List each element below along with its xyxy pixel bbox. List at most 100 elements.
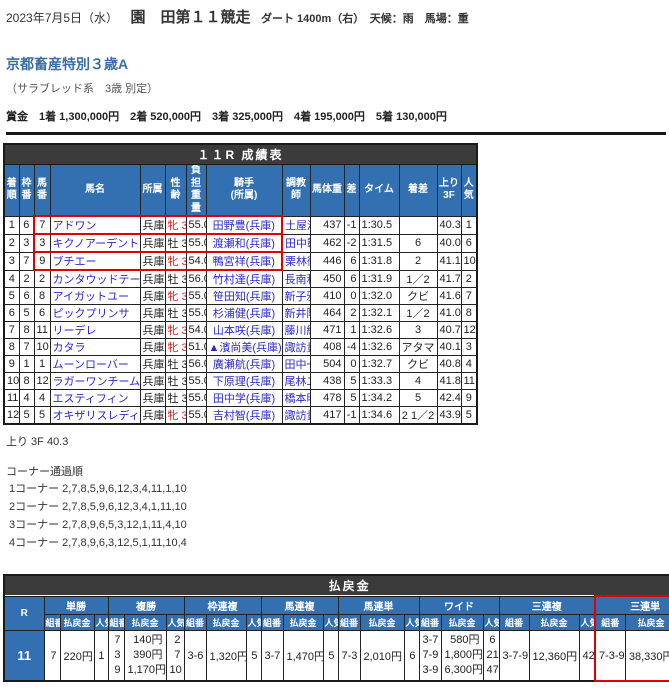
jockey-link[interactable]: 渡瀬和(兵庫) [205,233,283,253]
subcol-popularity: 人気 [482,614,500,632]
horse-weight: 408 [309,338,345,356]
horse-no: 11 [33,321,51,339]
jockey-link[interactable]: 杉浦健(兵庫) [205,304,283,322]
subcol-popularity: 人気 [322,614,339,632]
finish-pos: 9 [3,355,20,373]
horse-name-link[interactable]: エスティフィン [49,389,141,407]
trainer-link[interactable]: 新井隆 [281,304,311,322]
horse-name-link[interactable]: キクノアーデント [49,233,141,253]
last-3f: 43.9 [436,406,462,425]
bracket-quinella-combo: 3-6 [183,630,207,682]
quinella-combo: 3-7 [260,630,284,682]
result-row: 422カンタウッドテール兵庫牡 356.0竹村達(兵庫)長南和45061:31.… [3,269,478,288]
trainer-link[interactable]: 田中一 [281,355,311,373]
jockey-link[interactable]: 田中学(兵庫) [205,389,283,407]
finish-pos: 10 [3,372,20,390]
horse-no: 5 [33,406,51,425]
affiliation: 兵庫 [139,355,166,373]
horse-weight: 438 [309,372,345,390]
popularity: 3 [460,338,478,356]
subcol-popularity: 人気 [403,614,420,632]
result-row: 1255オキザリスレディー兵庫牝 355.0吉村智(兵庫)諏訪貴417-11:3… [3,406,478,425]
exacta-payout: 2,010円 [359,630,405,682]
wide-popularity: 6 21 47 [482,630,500,682]
jockey-link[interactable]: 山本咲(兵庫) [205,321,283,339]
trainer-link[interactable]: 諏訪貴 [281,406,311,425]
horse-weight: 471 [309,321,345,339]
weight-diff: -1 [343,406,360,425]
margin: 1／2 [398,269,438,288]
results-title-bar: １１R 成績表 [3,143,478,165]
horse-name-link[interactable]: リーデレ [49,321,141,339]
horse-name-link[interactable]: アドワン [49,215,141,235]
trainer-link[interactable]: 長南和 [281,269,311,288]
race-class: （サラブレッド系 3歳 別定） [6,83,159,95]
last-3f: 40.3 [436,215,462,235]
jockey-link[interactable]: 吉村智(兵庫) [205,406,283,425]
jockey-link[interactable]: 鴨宮祥(兵庫) [205,251,283,271]
horse-name-link[interactable]: ピックプリンサ [49,304,141,322]
quinella-popularity: 5 [322,630,339,682]
jockey-link[interactable]: 笹田知(兵庫) [205,287,283,305]
finish-pos: 12 [3,406,20,425]
place-payout: 140円 390円 1,170円 [123,630,167,682]
frame-no: 8 [18,321,35,339]
horse-no: 2 [33,269,51,288]
subcol-combo: 組番 [183,614,207,632]
trainer-link[interactable]: 新子雅 [281,287,311,305]
subcol-payout: 払戻金 [624,614,669,632]
horse-name-link[interactable]: カタラ [49,338,141,356]
frame-no: 1 [18,355,35,373]
win-payout: 220円 [59,630,95,682]
horse-weight: 437 [309,215,345,235]
trainer-link[interactable]: 藤川純 [281,321,311,339]
group-exacta: 馬連単 [337,595,420,616]
weight-carried: 56.0 [185,269,207,288]
jockey-link[interactable]: 竹村達(兵庫) [205,269,283,288]
col-horse-weight: 馬体重 [309,164,345,217]
trainer-link[interactable]: 尾林二 [281,372,311,390]
time: 1:33.3 [358,372,400,390]
affiliation: 兵庫 [139,251,166,271]
trainer-link[interactable]: 田中範 [281,233,311,253]
horse-name-link[interactable]: ムーンローバー [49,355,141,373]
jockey-link[interactable]: 廣瀬航(兵庫) [205,355,283,373]
margin: 6 [398,233,438,253]
affiliation: 兵庫 [139,338,166,356]
winning-last-3f-note: 上り 3F 40.3 [6,436,69,448]
corner-order-title: コーナー通過順 [6,466,83,478]
trainer-link[interactable]: 栗林徹 [281,251,311,271]
horse-name-link[interactable]: オキザリスレディー [49,406,141,425]
trainer-link[interactable]: 橋本明 [281,389,311,407]
weight-carried: 55.0 [185,304,207,322]
margin [398,215,438,235]
exacta-popularity: 6 [403,630,420,682]
jockey-link[interactable]: ▲濱尚美(兵庫) [205,338,283,356]
margin: 2 1／2 [398,406,438,425]
trainer-link[interactable]: 土屋洋 [281,215,311,235]
jockey-link[interactable]: 下原理(兵庫) [205,372,283,390]
margin: 2 [398,251,438,271]
last-3f: 41.8 [436,372,462,390]
horse-name-link[interactable]: アイガットユー [49,287,141,305]
weight-carried: 55.0 [185,215,207,235]
col-sex-age: 性齢 [164,164,187,217]
trio-combo: 3-7-9 [498,630,530,682]
last-3f: 41.6 [436,287,462,305]
last-3f: 41.1 [436,251,462,271]
finish-pos: 8 [3,338,20,356]
horse-name-link[interactable]: ラガーワンチーム [49,372,141,390]
jockey-link[interactable]: 田野豊(兵庫) [205,215,283,235]
race-header: 2023年7月5日（水） 園 田第１１競走 ダート 1400m（右） 天候：雨 … [6,6,666,27]
horse-name-link[interactable]: カンタウッドテール [49,269,141,288]
quinella-payout: 1,470円 [282,630,324,682]
sex-age: 牝 3 [164,251,187,271]
popularity: 12 [460,321,478,339]
sex-age: 牡 3 [164,355,187,373]
weight-carried: 55.0 [185,233,207,253]
trainer-link[interactable]: 諏訪貴 [281,338,311,356]
group-trio: 三連複 [498,595,596,616]
horse-name-link[interactable]: ブチエー [49,251,141,271]
affiliation: 兵庫 [139,287,166,305]
